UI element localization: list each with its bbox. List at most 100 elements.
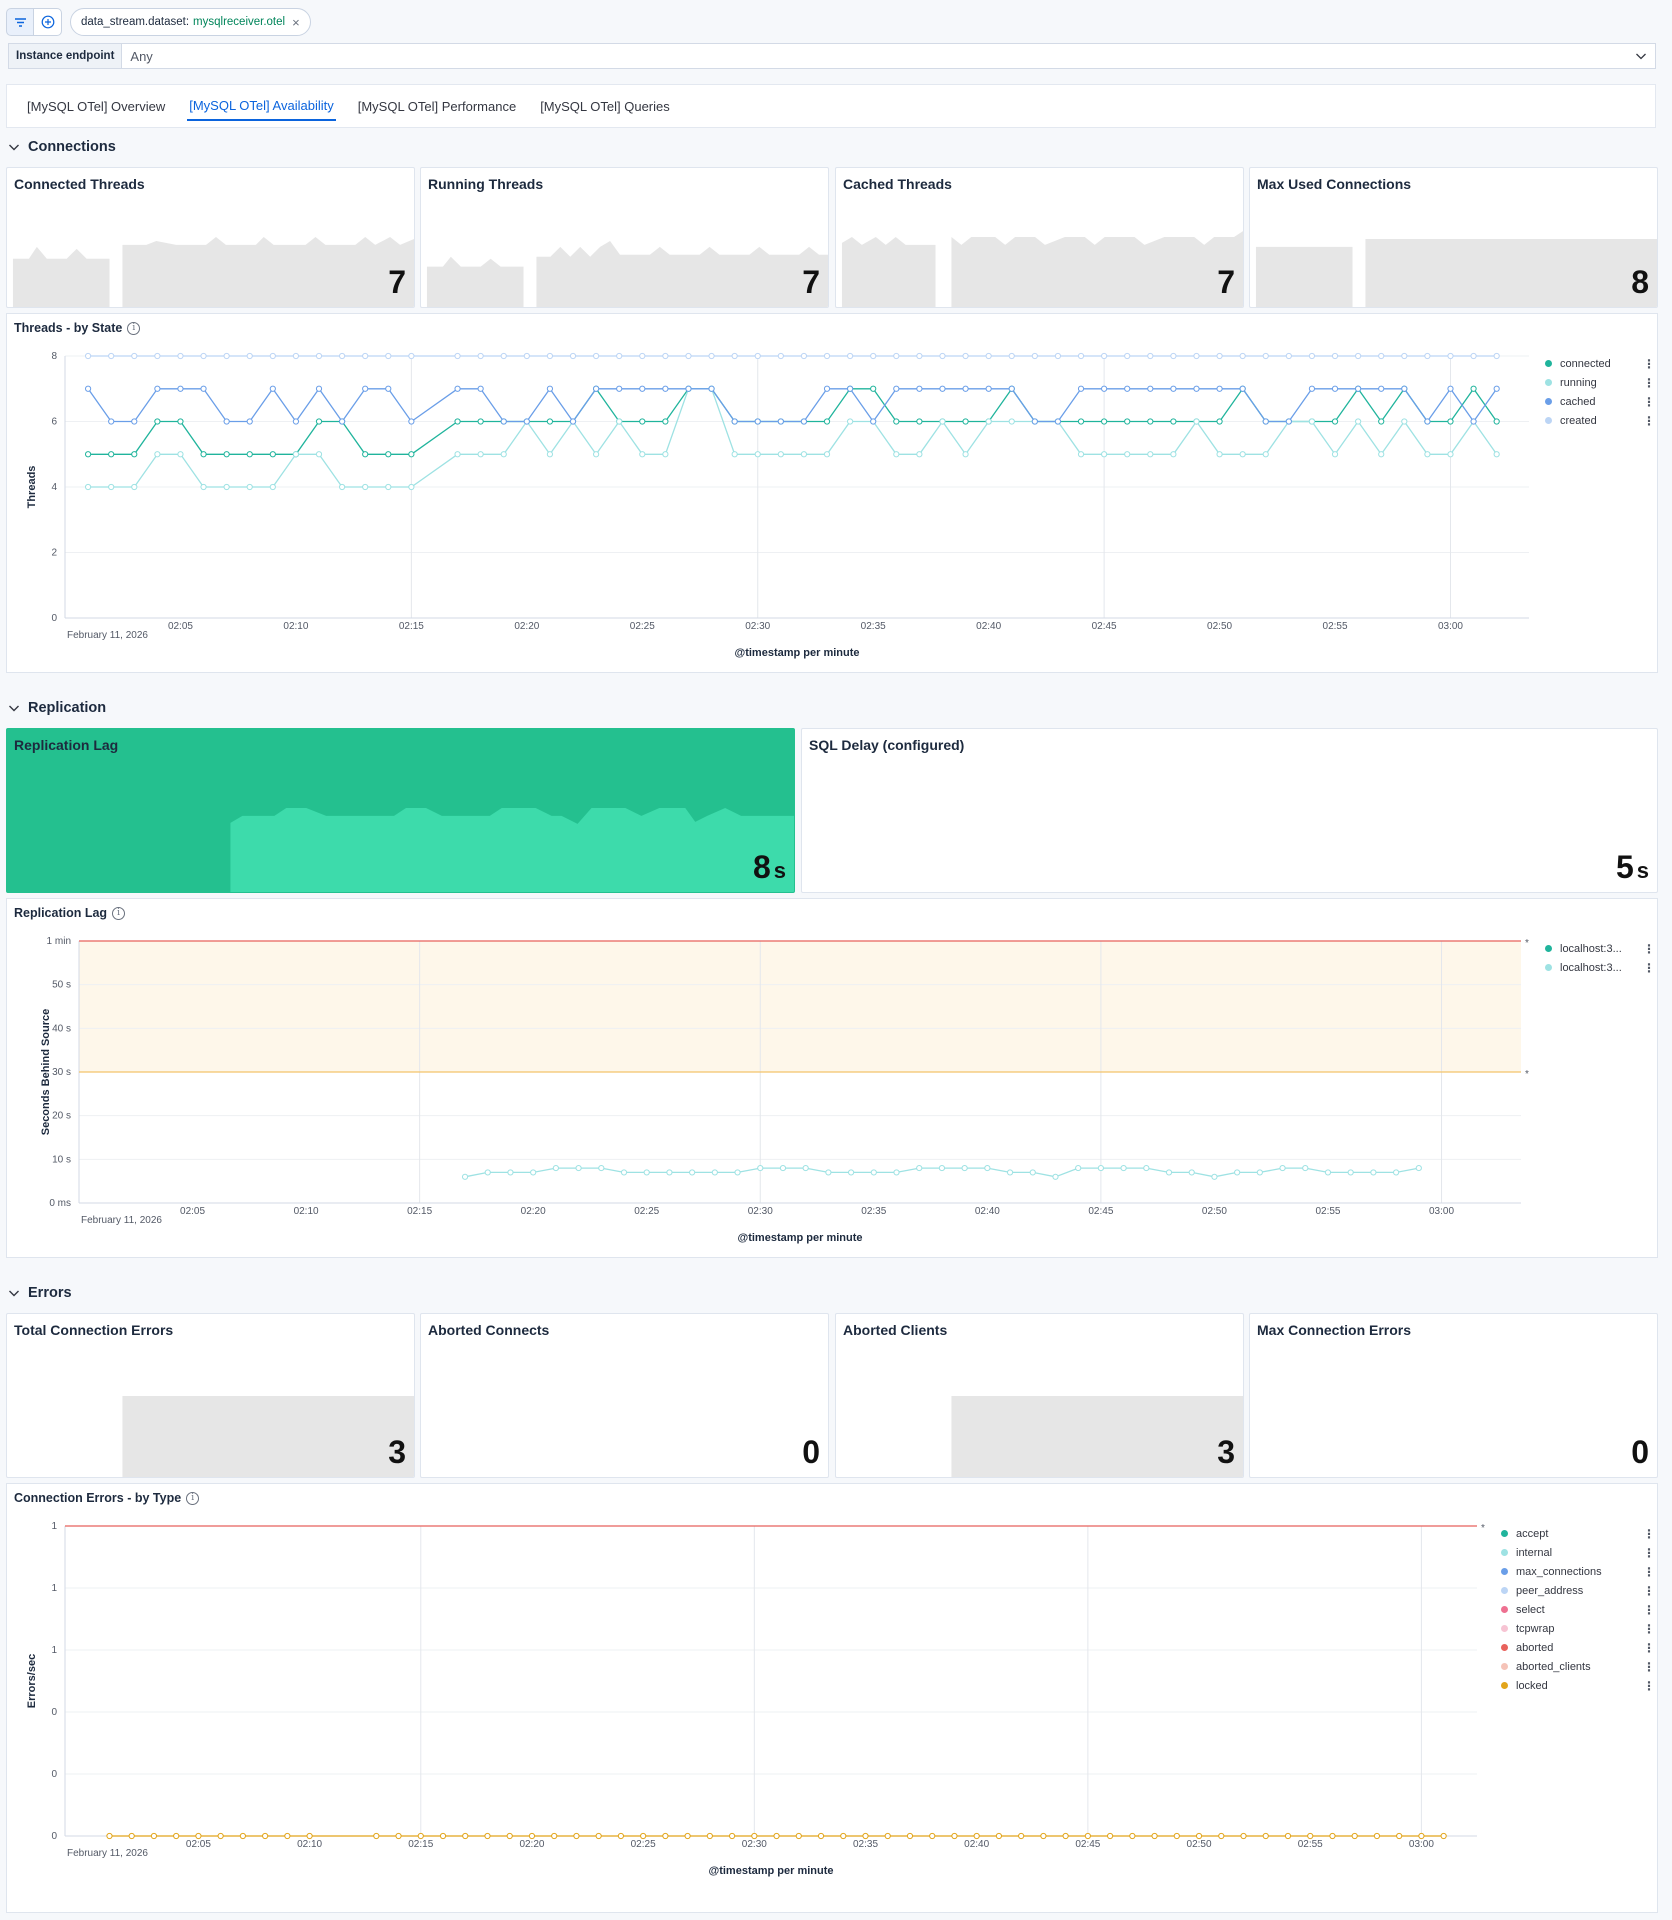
info-icon[interactable]: i [112,906,126,920]
data-point [1216,352,1223,360]
data-point [617,1832,625,1840]
filter-pill[interactable]: data_stream.dataset: mysqlreceiver.otel … [70,8,311,36]
data-point [239,1832,246,1840]
data-point [1193,418,1200,425]
legend-item[interactable]: aborted_clients ⋮ [1501,1657,1655,1676]
legend-dot [1501,1644,1508,1651]
data-point [385,451,392,458]
data-point [731,418,738,425]
y-axis-title: Threads [26,466,38,509]
instance-endpoint-control[interactable]: Instance endpoint Any [8,43,1656,69]
more-vertical-icon[interactable]: ⋮ [1643,413,1655,428]
data-point [546,385,554,392]
more-vertical-icon[interactable]: ⋮ [1643,356,1655,371]
data-point [985,352,992,360]
data-point [223,418,230,425]
tab-availability[interactable]: [MySQL OTel] Availability [187,92,336,121]
tab-queries[interactable]: [MySQL OTel] Queries [540,98,670,114]
more-vertical-icon[interactable]: ⋮ [1643,1640,1655,1655]
info-icon[interactable]: i [127,321,141,335]
legend-item[interactable]: aborted ⋮ [1501,1638,1655,1657]
more-vertical-icon[interactable]: ⋮ [1643,1564,1655,1579]
data-point [962,385,969,392]
data-point [569,352,577,360]
legend-item[interactable]: accept ⋮ [1501,1524,1655,1543]
tab-overview[interactable]: [MySQL OTel] Overview [27,98,166,114]
replication-lag-chart-svg: 0 ms 10 s 20 s 30 s 40 s 50 s 1 min 02:05 02:10 0… [40,936,1529,1244]
more-vertical-icon[interactable]: ⋮ [1643,1526,1655,1541]
legend-item[interactable]: localhost:3... ⋮ [1545,958,1655,977]
data-point [662,451,669,458]
section-connections[interactable]: Connections [8,139,116,155]
data-point [546,352,554,360]
more-vertical-icon[interactable]: ⋮ [1643,375,1655,390]
legend-label: internal [1516,1546,1553,1559]
filter-menu-button[interactable] [6,8,34,36]
data-point [1075,1164,1082,1172]
data-point [616,418,623,425]
legend-item[interactable]: internal ⋮ [1501,1543,1655,1562]
data-point [1054,418,1062,425]
legend-item[interactable]: locked ⋮ [1501,1676,1655,1695]
more-vertical-icon[interactable]: ⋮ [1643,394,1655,409]
chevron-down-icon[interactable] [8,1287,20,1299]
more-vertical-icon[interactable]: ⋮ [1643,1583,1655,1598]
metric-value: 8 [1631,264,1649,300]
data-point [1101,352,1108,360]
tab-performance[interactable]: [MySQL OTel] Performance [357,98,517,114]
section-replication[interactable]: Replication [8,700,106,716]
data-point [417,1832,424,1840]
metric-aborted-connects: Aborted Connects 0 [420,1313,829,1478]
data-point [528,1832,536,1840]
legend-item[interactable]: localhost:3... ⋮ [1545,939,1655,958]
data-point [1173,1832,1180,1840]
metric-max-connection-errors: Max Connection Errors 0 [1249,1313,1658,1478]
data-point [246,418,253,425]
data-point [916,451,923,458]
add-filter-button[interactable] [34,8,62,36]
section-errors[interactable]: Errors [8,1285,72,1301]
legend-item[interactable]: tcpwrap ⋮ [1501,1619,1655,1638]
chevron-down-icon[interactable] [8,141,20,153]
more-vertical-icon[interactable]: ⋮ [1643,1678,1655,1693]
data-point [639,352,646,360]
metric-title: Max Used Connections [1257,176,1412,192]
legend-item[interactable]: running ⋮ [1545,373,1655,392]
legend-item[interactable]: peer_address ⋮ [1501,1581,1655,1600]
chevron-down-icon[interactable] [1635,50,1647,62]
data-point [870,1169,877,1176]
data-point [593,352,600,360]
more-vertical-icon[interactable]: ⋮ [1643,1545,1655,1560]
data-point [1101,385,1108,392]
data-point [108,418,115,425]
data-point [408,352,415,360]
data-point [569,418,577,425]
data-point [177,418,184,425]
legend-item[interactable]: max_connections ⋮ [1501,1562,1655,1581]
legend-item[interactable]: created ⋮ [1545,411,1655,430]
data-point [1052,1173,1059,1180]
more-vertical-icon[interactable]: ⋮ [1643,941,1655,956]
info-icon[interactable]: i [186,1491,200,1505]
data-point [939,385,946,392]
legend-dot [1501,1587,1508,1594]
data-point [362,483,369,491]
more-vertical-icon[interactable]: ⋮ [1643,1621,1655,1636]
data-point [870,352,877,360]
metric-value: 3 [388,1434,406,1470]
close-icon[interactable]: × [292,14,300,30]
more-vertical-icon[interactable]: ⋮ [1643,1659,1655,1674]
data-point [893,451,900,458]
data-point [893,418,900,425]
legend-item[interactable]: cached ⋮ [1545,392,1655,411]
data-point [640,1832,647,1840]
more-vertical-icon[interactable]: ⋮ [1643,960,1655,975]
legend-item[interactable]: connected ⋮ [1545,354,1655,373]
more-vertical-icon[interactable]: ⋮ [1643,1602,1655,1617]
x-tick-label: 02:55 [1298,1839,1323,1850]
data-point [506,1832,513,1840]
legend-label: localhost:3... [1560,961,1622,974]
legend-item[interactable]: select ⋮ [1501,1600,1655,1619]
chevron-down-icon[interactable] [8,702,20,714]
data-point [1029,1169,1036,1176]
